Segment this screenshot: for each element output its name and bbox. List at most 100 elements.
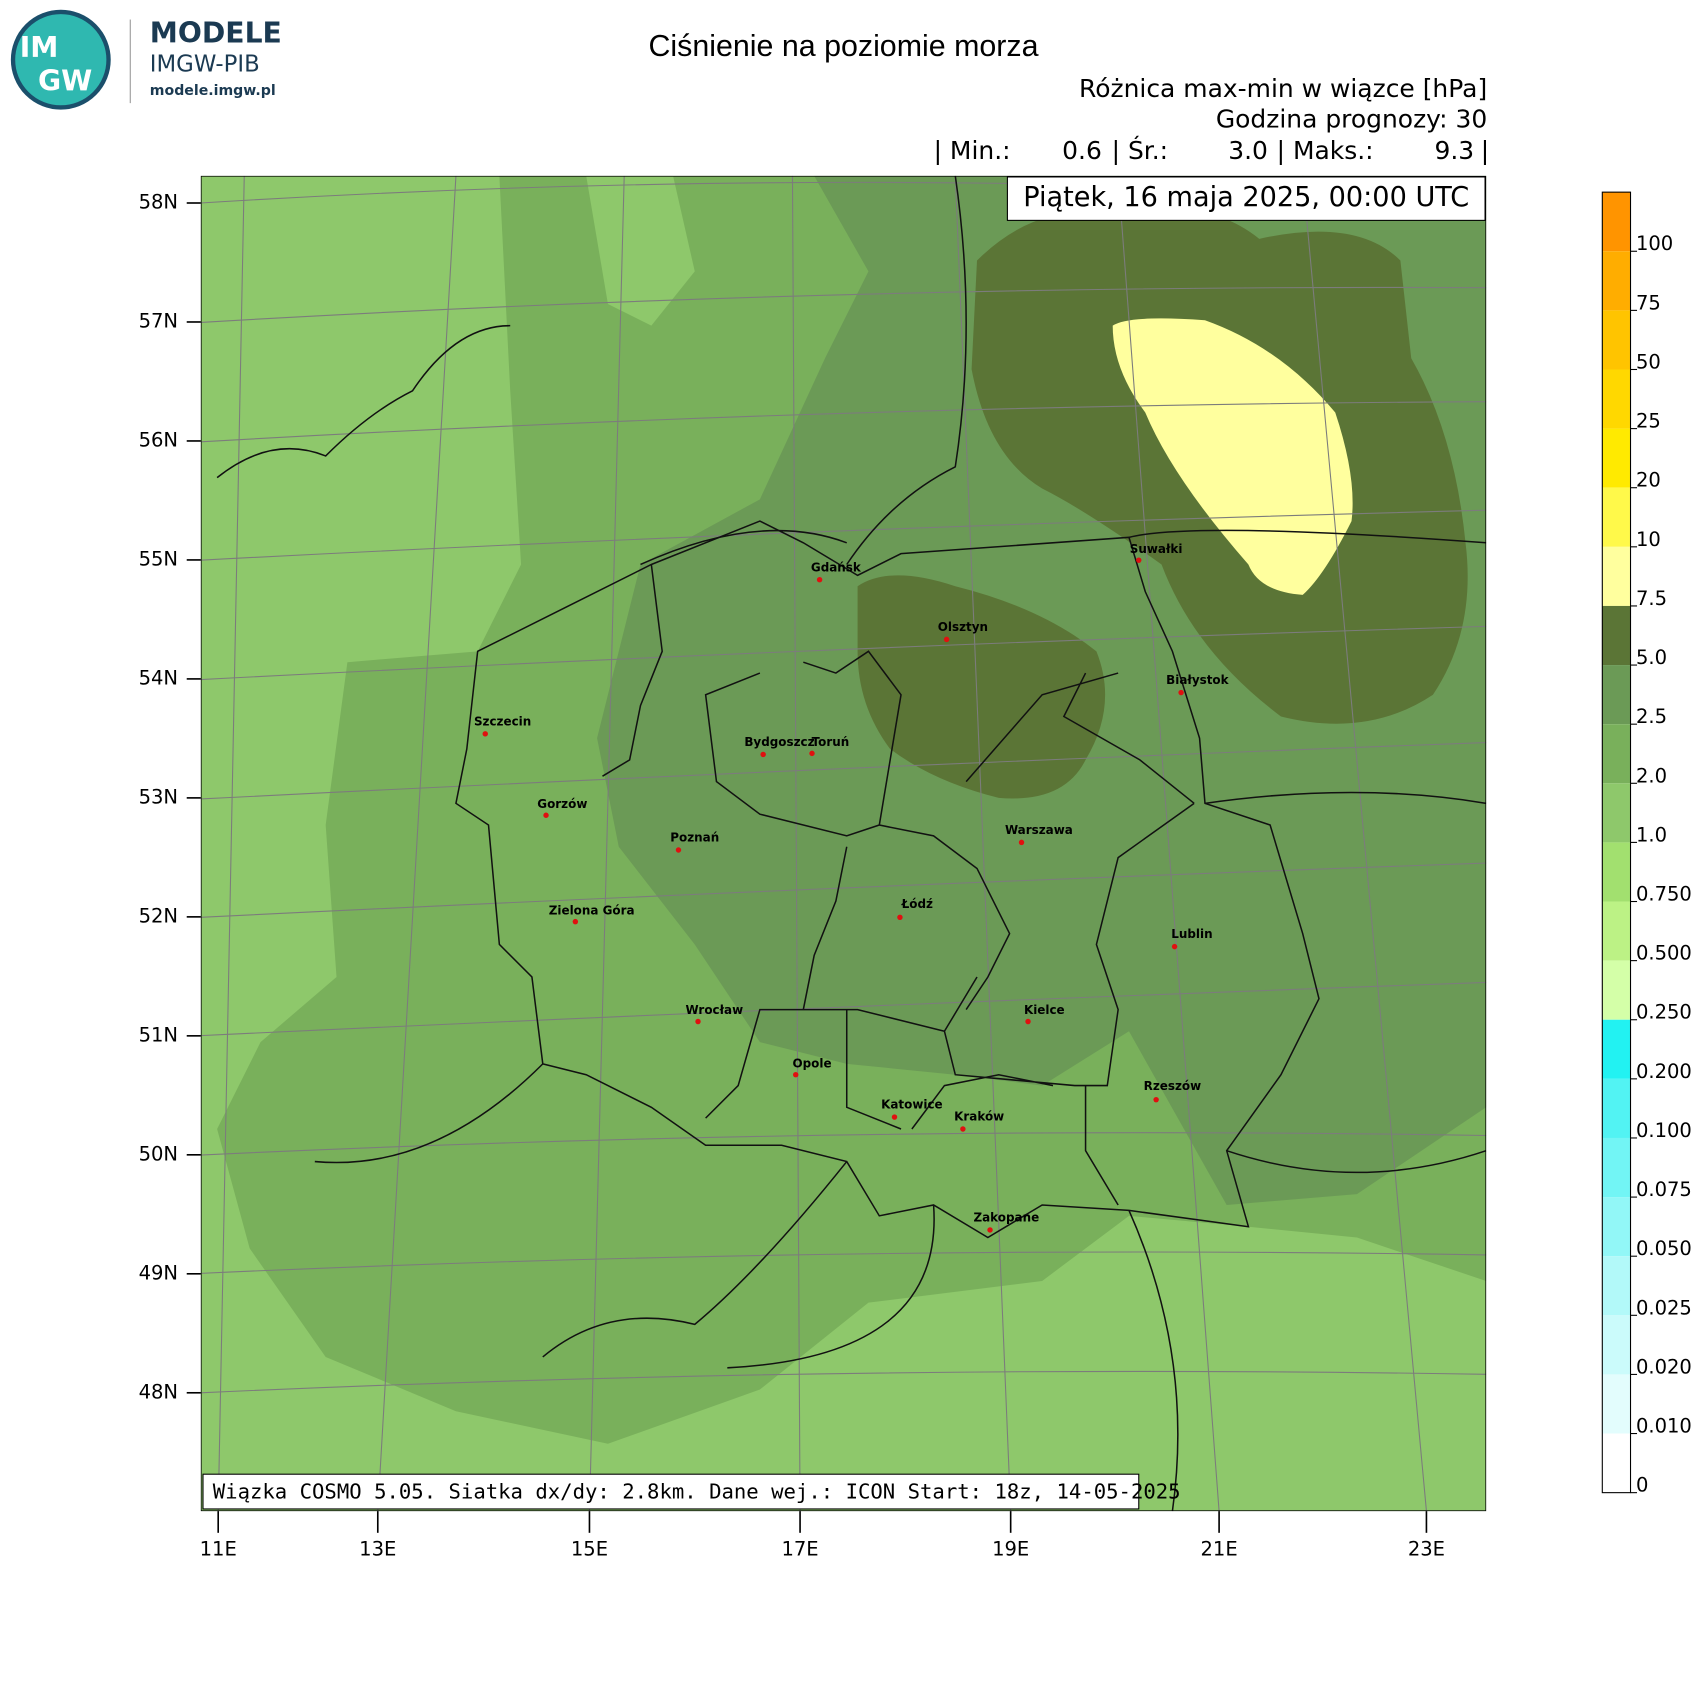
colorbar-box <box>1602 369 1631 429</box>
colorbar-label: 0.020 <box>1636 1355 1692 1378</box>
graticule <box>200 181 1487 1394</box>
colorbar-label: 100 <box>1636 232 1673 255</box>
title: Ciśnienie na poziomie morza <box>648 29 1038 63</box>
lon-label: 21E <box>1200 1538 1237 1561</box>
lat-label: 49N <box>139 1261 178 1284</box>
colorbar-label: 10 <box>1636 528 1661 551</box>
colorbar: 100 75 50 25 20 10 7.5 5.0 2.5 2.0 1.0 0.750 0.500 0.… <box>1601 191 1692 1497</box>
colorbar-label: 1.0 <box>1636 823 1667 846</box>
city-label: Rzeszów <box>1144 1079 1202 1093</box>
colorbar-box <box>1602 1137 1631 1198</box>
logo-im: IM <box>20 31 59 64</box>
city-label: Warszawa <box>1005 823 1073 837</box>
logo-org: IMGW-PIB <box>150 52 260 78</box>
lat-label: 58N <box>139 191 178 214</box>
lon-label: 15E <box>571 1538 608 1561</box>
logo-circle <box>13 11 109 108</box>
city-label: Zielona Góra <box>549 903 635 917</box>
city-label: Kielce <box>1024 1003 1065 1017</box>
city-label: Lublin <box>1171 927 1212 941</box>
colorbar-box <box>1602 783 1631 843</box>
colorbar-box <box>1602 901 1631 961</box>
lat-label: 50N <box>139 1142 178 1165</box>
city: Zielona Góra <box>549 903 635 925</box>
city-label: Kraków <box>954 1110 1004 1124</box>
lat-label: 54N <box>139 666 178 689</box>
colorbar-box <box>1602 251 1631 311</box>
colorbar-box <box>1602 428 1631 488</box>
lat-label: 56N <box>139 428 178 451</box>
city: Opole <box>792 1056 832 1078</box>
city-label: Szczecin <box>474 714 531 728</box>
lat-label: 51N <box>139 1023 178 1046</box>
cities: Gdańsk Olsztyn Suwałki Białystok Szczeci… <box>474 542 1230 1233</box>
lat-label: 52N <box>139 904 178 927</box>
city-label: Łódź <box>901 897 933 911</box>
field-area <box>586 175 695 326</box>
country-border <box>455 520 1320 1239</box>
colorbar-box <box>1602 310 1631 370</box>
city-label: Wrocław <box>685 1003 743 1017</box>
colorbar-label: 0.500 <box>1636 942 1692 965</box>
city-label: Zakopane <box>973 1211 1039 1225</box>
colorbar-box <box>1602 192 1631 252</box>
city: Wrocław <box>685 1003 743 1025</box>
graticule <box>217 175 1427 1512</box>
logo-url: modele.imgw.pl <box>150 83 276 99</box>
colorbar-label: 0.750 <box>1636 883 1692 906</box>
city-label: Suwałki <box>1130 542 1183 556</box>
stat-value: 3.0 <box>1228 136 1268 165</box>
stat-value: 9.3 <box>1435 136 1475 165</box>
city: Białystok <box>1166 673 1230 696</box>
colorbar-label: 0 <box>1636 1474 1648 1497</box>
colorbar-box <box>1602 960 1631 1020</box>
colorbar-label: 0.100 <box>1636 1119 1692 1142</box>
city: Katowice <box>881 1098 943 1120</box>
lat-label: 53N <box>139 785 178 808</box>
city: Rzeszów <box>1144 1079 1202 1103</box>
city: Warszawa <box>1005 823 1073 846</box>
colorbar-box <box>1602 1197 1631 1257</box>
city: Kielce <box>1024 1003 1065 1025</box>
logo: IM GW MODELE IMGW-PIB modele.imgw.pl <box>10 9 282 110</box>
lon-label: 23E <box>1408 1538 1445 1561</box>
colorbar-box <box>1602 842 1631 902</box>
axes: 58N 57N 56N 55N 54N 53N 52N 51N 50N 49N 48N 11E 13E 1… <box>139 191 1445 1561</box>
colorbar-label: 20 <box>1636 469 1661 492</box>
city: Gorzów <box>537 797 587 818</box>
colorbar-label: 0.250 <box>1636 1001 1692 1024</box>
colorbar-box <box>1602 605 1631 666</box>
colorbar-label: 5.0 <box>1636 646 1667 669</box>
lat-label: 57N <box>139 309 178 332</box>
colorbar-box <box>1602 724 1631 784</box>
colorbar-box <box>1602 1374 1631 1434</box>
stat-label: | Maks.: <box>1277 136 1374 165</box>
lat-label: 55N <box>139 547 178 570</box>
logo-ring <box>10 9 111 110</box>
stat-value: 0.6 <box>1062 136 1102 165</box>
city-label: Olsztyn <box>938 620 988 634</box>
colorbar-box <box>1602 665 1631 725</box>
city-label: Poznań <box>670 831 719 845</box>
colorbar-box <box>1602 1315 1631 1375</box>
city: Suwałki <box>1130 542 1183 563</box>
city-label: Białystok <box>1166 673 1229 687</box>
field-area <box>857 575 1106 799</box>
city: Szczecin <box>474 714 531 737</box>
logo-name: MODELE <box>150 17 282 50</box>
footer-box <box>202 1473 1140 1510</box>
colorbar-label: 0.010 <box>1636 1415 1692 1438</box>
field-area <box>1112 318 1353 595</box>
city: Zakopane <box>973 1211 1039 1233</box>
colorbar-label: 2.5 <box>1636 705 1667 728</box>
city: Bydgoszcz <box>744 735 815 758</box>
lon-label: 11E <box>200 1538 237 1561</box>
valid-time-box <box>1006 176 1486 221</box>
field-name: Różnica max-min w wiązce [hPa] <box>1079 74 1487 103</box>
colorbar-box <box>1602 487 1631 547</box>
colorbar-box <box>1602 546 1631 606</box>
lon-label: 19E <box>992 1538 1029 1561</box>
map <box>200 175 1487 1512</box>
colorbar-label: 0.025 <box>1636 1296 1692 1319</box>
logo-gw: GW <box>38 65 92 98</box>
